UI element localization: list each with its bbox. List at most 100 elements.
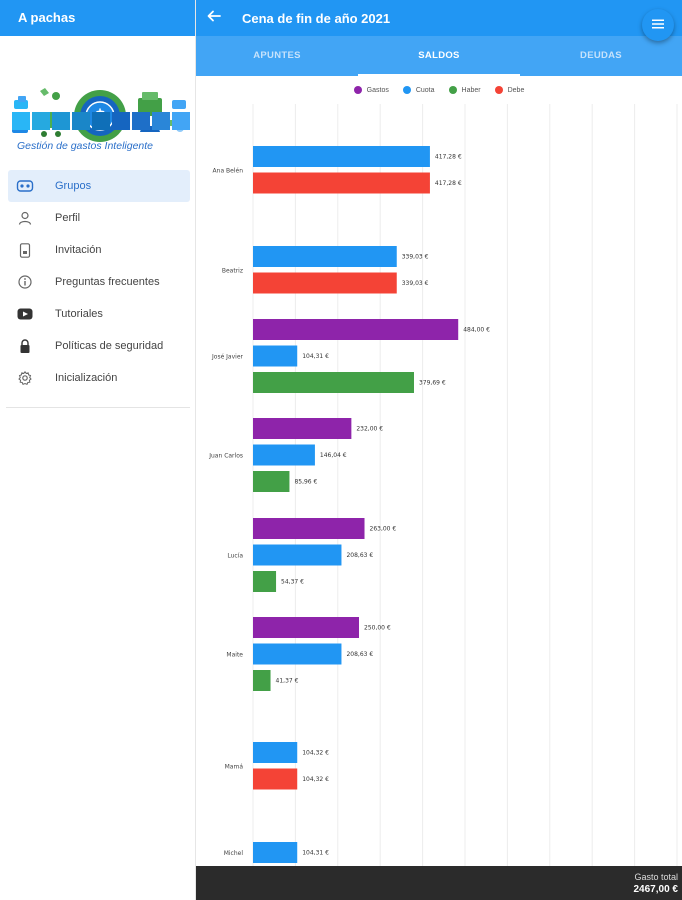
bar-haber[interactable] [253,670,271,691]
sidebar-item-grupos[interactable]: Grupos [8,170,190,202]
bar-value-label: 484,00 € [463,327,490,334]
legend-label: Gastos [366,86,389,94]
bar-debe[interactable] [253,768,298,790]
color-strip [12,112,190,130]
tab-bar: APUNTES SALDOS DEUDAS [196,36,682,76]
sidebar-item-politicas[interactable]: Políticas de seguridad [8,330,190,362]
sidebar-item-tutoriales[interactable]: Tutoriales [8,298,190,330]
sidebar-item-faq[interactable]: Preguntas frecuentes [8,266,190,298]
bar-cuota[interactable] [253,345,298,367]
app-name: A pachas [0,0,195,36]
chart-legend: Gastos Cuota Haber Debe [196,86,682,94]
tagline: Gestión de gastos Inteligente [17,140,154,152]
bar-value-label: 104,31 € [302,850,329,857]
bar-cuota[interactable] [253,246,397,267]
sidebar-item-label: Inicialización [55,372,118,384]
bar-value-label: 263,00 € [370,526,397,533]
bar-value-label: 250,00 € [364,625,391,632]
bar-cuota[interactable] [253,146,430,167]
legend-item-gastos[interactable]: Gastos [353,86,389,94]
sidebar-item-label: Tutoriales [55,308,103,320]
bar-value-label: 85,96 € [294,479,317,486]
bar-haber[interactable] [253,471,290,492]
sidebar-item-label: Perfil [55,212,81,224]
divider [6,407,190,408]
menu-fab-button[interactable] [642,9,674,41]
chart-canvas: Ana Belén 417,28 € 417,28 € Beatriz 339,03 €… [208,104,678,866]
bar-value-label: 41,37 € [276,678,299,685]
balance-chart: Gastos Cuota Haber Debe Ana Belén 417,28 € 41… [196,76,682,866]
bar-cuota[interactable] [253,742,298,763]
bar-value-label: 104,31 € [302,353,329,360]
top-app-bar: Cena de fin de año 2021 [196,0,682,41]
bar-cuota[interactable] [253,444,315,466]
bar-gastos[interactable] [253,518,365,539]
legend-item-cuota[interactable]: Cuota [402,86,435,94]
bar-value-label: 104,32 € [302,776,329,783]
tab-deudas[interactable]: DEUDAS [580,50,622,61]
bar-value-label: 417,28 € [435,154,462,161]
total-label: Gasto total [634,872,678,882]
bar-cuota[interactable] [253,643,342,665]
youtube-icon [14,306,36,322]
bar-gastos[interactable] [253,617,359,638]
back-button[interactable] [196,0,232,36]
sidebar: A pachas $ [0,0,196,900]
category-label: Maite [226,652,243,659]
category-label: Mamá [225,763,244,770]
color-swatch [152,112,170,130]
group-icon [14,178,36,194]
bar-debe[interactable] [253,172,430,194]
sidebar-item-label: Grupos [55,180,92,192]
total-value: 2467,00 € [633,884,679,895]
bar-haber[interactable] [253,372,414,393]
legend-label: Debe [507,86,525,94]
category-label: Lucía [227,553,243,560]
bar-gastos[interactable] [253,319,459,340]
legend-dot [353,86,362,94]
phone-icon [14,242,36,258]
bar-value-label: 339,03 € [402,254,429,261]
legend-dot [402,86,411,94]
logo-illustration: $ [12,88,186,142]
sidebar-item-label: Políticas de seguridad [55,340,164,352]
legend-dot [448,86,457,94]
lock-icon [14,338,36,354]
bar-cuota[interactable] [253,544,342,566]
sidebar-item-perfil[interactable]: Perfil [8,202,190,234]
legend-item-haber[interactable]: Haber [448,86,481,94]
bar-value-label: 208,63 € [346,651,373,658]
bar-debe[interactable] [253,272,397,294]
color-swatch [12,112,30,130]
color-swatch [132,112,150,130]
gear-icon [14,370,36,386]
legend-item-debe[interactable]: Debe [494,86,525,94]
bar-cuota[interactable] [253,842,298,863]
sidebar-item-inicializacion[interactable]: Inicialización [8,362,190,394]
color-swatch [112,112,130,130]
color-swatch [72,112,90,130]
bar-gastos[interactable] [253,418,352,439]
category-label: Juan Carlos [208,453,243,460]
arrow-left-icon [207,9,221,27]
tab-saldos[interactable]: SALDOS [418,50,460,61]
sidebar-item-invitacion[interactable]: Invitación [8,234,190,266]
page-title: Cena de fin de año 2021 [242,10,391,26]
bar-value-label: 417,28 € [435,180,462,187]
bar-value-label: 232,00 € [356,426,383,433]
info-icon [14,274,36,290]
category-label: Ana Belén [213,167,244,174]
bar-value-label: 339,03 € [402,280,429,287]
bar-haber[interactable] [253,571,277,592]
legend-label: Haber [461,86,481,94]
category-label: Beatriz [222,267,243,274]
tab-apuntes[interactable]: APUNTES [253,50,301,61]
sidebar-item-label: Invitación [55,244,102,256]
legend-dot [494,86,503,94]
bar-value-label: 54,37 € [281,579,304,586]
tab-indicator [358,74,520,76]
sidebar-item-label: Preguntas frecuentes [55,276,160,288]
category-label: José Javier [211,354,244,361]
category-label: Michel [224,850,244,857]
legend-label: Cuota [415,86,435,94]
